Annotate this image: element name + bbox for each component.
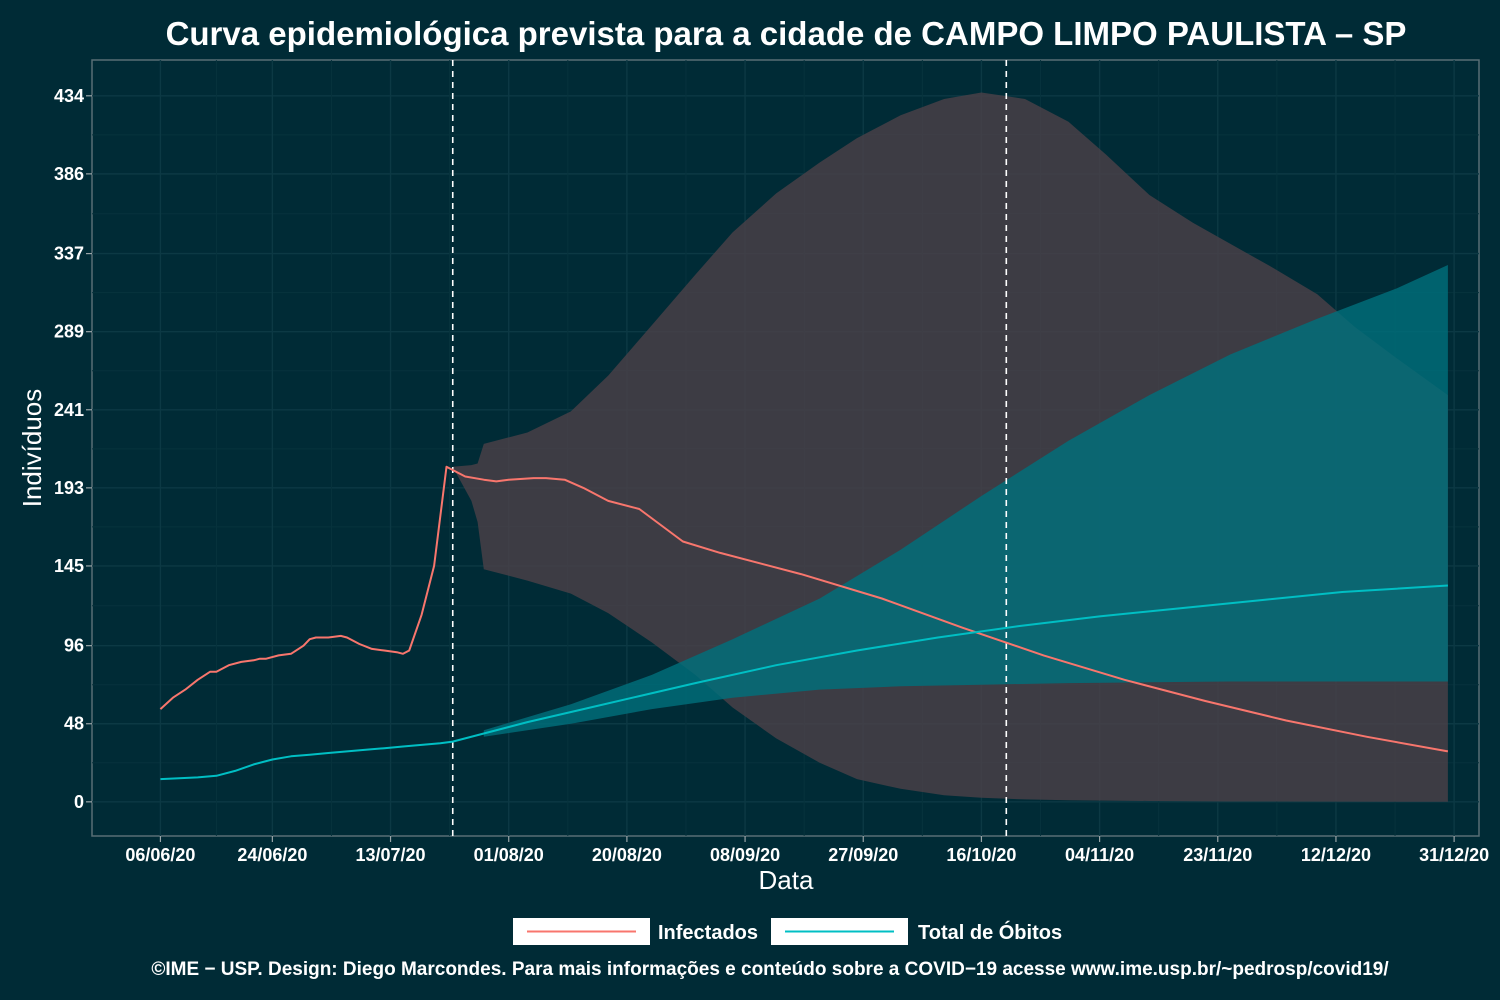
y-tick-label: 289 bbox=[54, 322, 84, 342]
x-tick-label: 12/12/20 bbox=[1301, 845, 1371, 865]
x-axis-title: Data bbox=[759, 865, 814, 895]
x-tick-label: 06/06/20 bbox=[125, 845, 195, 865]
band-total-de-obitos bbox=[483, 265, 1448, 737]
chart-title: Curva epidemiológica prevista para a cid… bbox=[166, 15, 1407, 52]
y-tick-label: 193 bbox=[54, 478, 84, 498]
confidence-bands bbox=[452, 92, 1448, 802]
x-tick-label: 04/11/20 bbox=[1065, 845, 1134, 865]
y-axis-ticks: 0 48 96 145 193 241 289 337 386 434 bbox=[54, 86, 92, 812]
caption: ©IME − USP. Design: Diego Marcondes. Par… bbox=[151, 959, 1389, 980]
y-tick-label: 145 bbox=[54, 556, 84, 576]
x-tick-label: 16/10/20 bbox=[946, 845, 1016, 865]
y-tick-label: 96 bbox=[64, 636, 84, 656]
y-tick-label: 0 bbox=[74, 792, 84, 812]
y-tick-label: 48 bbox=[64, 714, 84, 734]
y-tick-label: 386 bbox=[54, 164, 84, 184]
x-tick-label: 27/09/20 bbox=[828, 845, 898, 865]
x-tick-label: 31/12/20 bbox=[1419, 845, 1489, 865]
x-tick-label: 13/07/20 bbox=[356, 845, 426, 865]
legend: Infectados Total de Óbitos bbox=[513, 918, 1062, 945]
x-axis-ticks: 06/06/20 24/06/20 13/07/20 01/08/20 20/08/20… bbox=[125, 836, 1489, 865]
y-tick-label: 241 bbox=[54, 400, 84, 420]
series-line-infectados bbox=[159, 465, 1449, 753]
x-tick-label: 23/11/20 bbox=[1183, 845, 1252, 865]
legend-label-infectados: Infectados bbox=[658, 922, 758, 944]
series-lines bbox=[159, 465, 1449, 781]
x-tick-label: 08/09/20 bbox=[710, 845, 780, 865]
x-tick-label: 24/06/20 bbox=[237, 845, 307, 865]
legend-label-total-obitos: Total de Óbitos bbox=[918, 920, 1062, 944]
y-tick-label: 434 bbox=[54, 86, 84, 106]
series-line-total-de-obitos bbox=[160, 584, 1448, 781]
vertical-reference-lines bbox=[451, 60, 1008, 836]
y-axis-title: Indivíduos bbox=[17, 389, 47, 508]
x-tick-label: 20/08/20 bbox=[592, 845, 662, 865]
y-tick-label: 337 bbox=[54, 244, 84, 264]
x-tick-label: 01/08/20 bbox=[474, 845, 544, 865]
